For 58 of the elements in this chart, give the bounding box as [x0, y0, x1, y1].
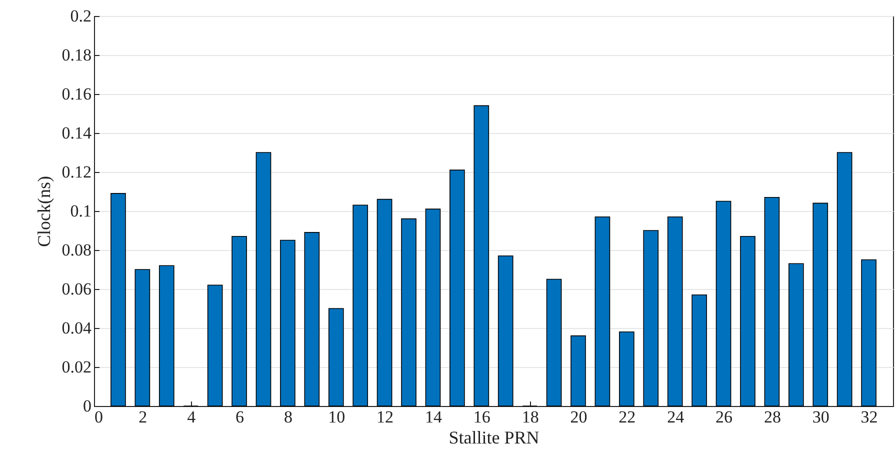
- y-tick-label: 0.14: [62, 124, 92, 142]
- bar: [692, 294, 707, 406]
- bar: [788, 263, 804, 406]
- bar: [498, 255, 514, 406]
- y-tick-label: 0.04: [62, 318, 92, 338]
- bar: [352, 204, 368, 406]
- y-tick-label: 0.02: [62, 358, 92, 376]
- bar: [256, 152, 272, 406]
- x-tick-label: 16: [473, 408, 490, 426]
- bar: [425, 208, 441, 406]
- bar: [619, 332, 634, 406]
- bar: [861, 259, 876, 406]
- y-tick-label: 0.2: [70, 6, 92, 26]
- bar: [232, 236, 247, 406]
- y-axis-title: Clock(ns): [34, 176, 54, 247]
- bar: [764, 196, 780, 406]
- y-tick-label: 0.1: [70, 202, 92, 220]
- x-axis-title: Stallite PRN: [448, 428, 540, 448]
- bar: [474, 105, 490, 406]
- x-tick-label: 14: [424, 408, 442, 426]
- bar: [643, 230, 659, 406]
- bar: [667, 216, 683, 406]
- bar: [158, 265, 174, 406]
- bar: [836, 152, 852, 406]
- x-tick-label: 8: [284, 408, 292, 426]
- x-tick-label: 4: [187, 408, 196, 426]
- x-tick-label: 24: [667, 408, 685, 426]
- bar: [716, 200, 732, 406]
- x-tick-label: 22: [618, 408, 636, 426]
- x-tick-label: 30: [812, 408, 830, 426]
- x-tick-label: 26: [716, 408, 733, 426]
- x-tick-label: 20: [570, 408, 588, 426]
- bar: [304, 232, 320, 406]
- y-tick-label: 0.06: [62, 280, 92, 298]
- x-tick-label: 10: [328, 408, 346, 426]
- x-tick-label: 6: [236, 408, 244, 426]
- x-tick-label: 12: [376, 408, 394, 426]
- bar: [450, 170, 465, 406]
- x-tick-label: 18: [522, 408, 539, 426]
- bar: [812, 202, 828, 406]
- bar: [740, 236, 756, 406]
- bar: [328, 308, 344, 406]
- bar: [570, 335, 586, 406]
- bar: [546, 278, 562, 406]
- bar: [594, 216, 610, 406]
- bar: [401, 218, 416, 406]
- bar: [207, 284, 223, 406]
- y-tick-label: 0.16: [62, 84, 92, 104]
- y-tick-label: 0.18: [62, 46, 92, 64]
- bar: [280, 240, 296, 406]
- x-tick-label: 2: [138, 408, 148, 426]
- x-tick-label: 32: [860, 408, 878, 426]
- y-tick-label: 0.12: [62, 162, 92, 182]
- x-tick-label: 28: [764, 408, 781, 426]
- y-tick-label: 0.08: [62, 240, 92, 260]
- bar: [376, 198, 392, 406]
- bar: [110, 193, 126, 406]
- bar: [134, 269, 150, 406]
